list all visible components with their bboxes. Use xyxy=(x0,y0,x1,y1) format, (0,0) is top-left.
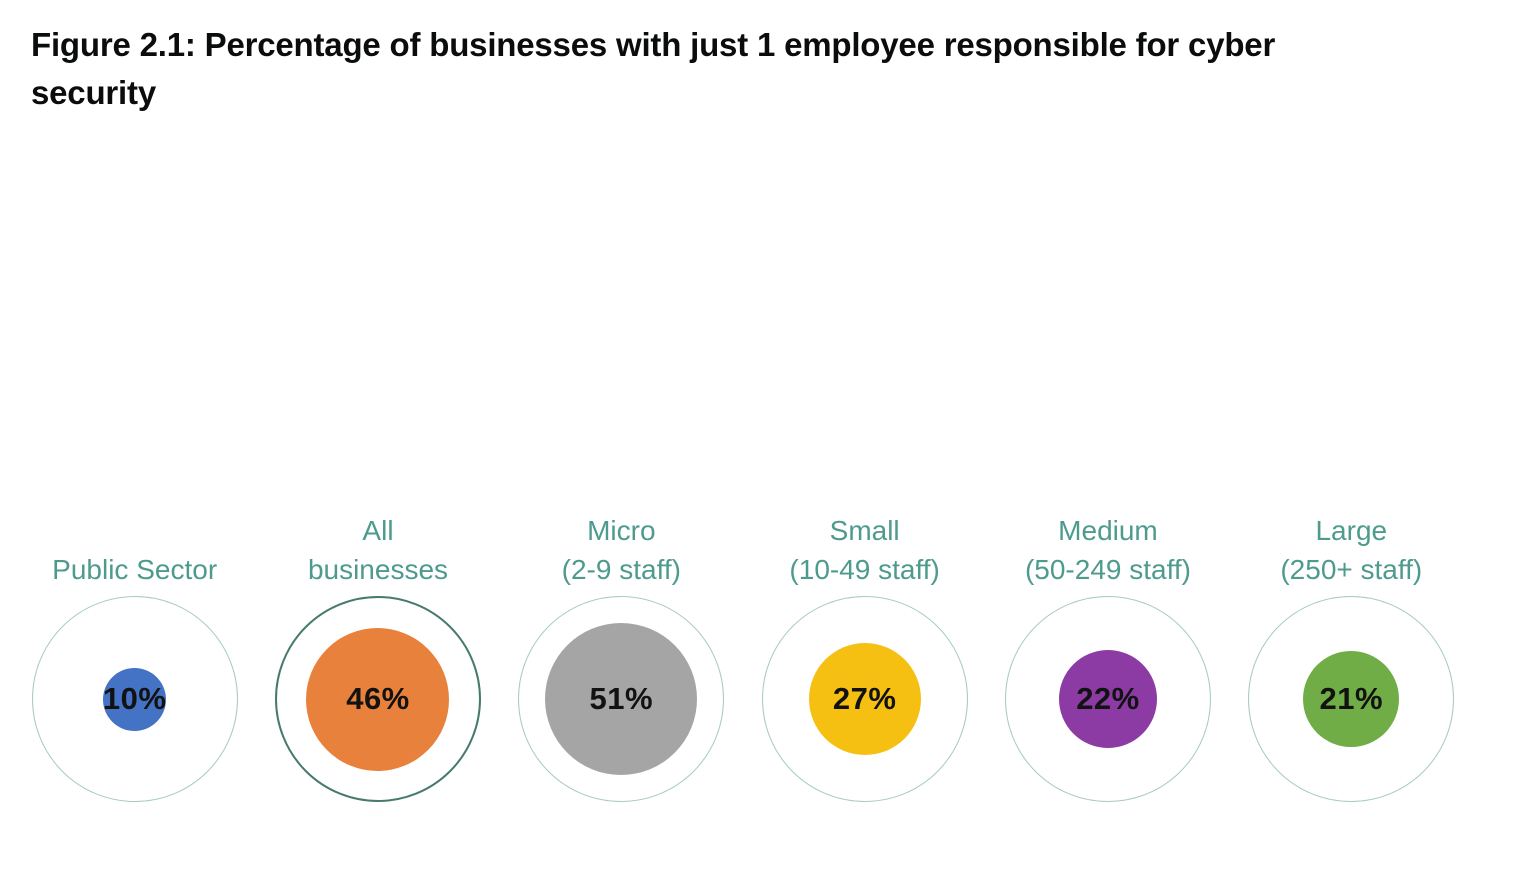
bubble-group-small: Small (10-49 staff) 27% xyxy=(743,508,986,802)
group-label-line-2: businesses xyxy=(307,554,449,585)
group-label: Medium (50-249 staff) xyxy=(1025,508,1191,589)
figure-title: Figure 2.1: Percentage of businesses wit… xyxy=(31,21,1275,117)
outer-circle: 51% xyxy=(518,596,725,802)
group-label-line-1: Large xyxy=(1315,515,1388,546)
group-label-line-1: Micro xyxy=(587,515,656,546)
outer-circle: 10% xyxy=(31,596,238,802)
group-label: Small (10-49 staff) xyxy=(789,508,939,589)
group-label: All businesses xyxy=(308,508,448,589)
figure-title-line-1: Figure 2.1: Percentage of businesses wit… xyxy=(31,26,1276,63)
outer-circle: 46% xyxy=(274,596,481,802)
group-label-line-2: (50-249 staff) xyxy=(1024,554,1191,585)
bubble-group-large: Large (250+ staff) 21% xyxy=(1230,508,1473,802)
value-bubble: 51% xyxy=(545,623,698,775)
bubble-group-micro: Micro (2-9 staff) 51% xyxy=(500,508,743,802)
value-label: 27% xyxy=(832,681,897,716)
group-label-line-1: Public Sector xyxy=(52,554,218,585)
group-label-line-2: (2-9 staff) xyxy=(561,554,681,585)
value-label: 51% xyxy=(589,681,654,716)
value-label: 21% xyxy=(1319,681,1384,716)
group-label: Large (250+ staff) xyxy=(1280,508,1422,589)
group-label: Micro (2-9 staff) xyxy=(562,508,681,589)
figure-title-line-2: security xyxy=(31,74,156,111)
value-bubble: 21% xyxy=(1303,651,1400,747)
bubble-group-all-businesses: All businesses 46% xyxy=(256,508,499,802)
group-label-line-1: Small xyxy=(829,515,900,546)
outer-circle: 27% xyxy=(761,596,968,802)
value-bubble: 27% xyxy=(808,643,921,755)
value-bubble: 22% xyxy=(1058,650,1157,748)
group-label: Public Sector xyxy=(52,508,217,589)
group-label-line-1: Medium xyxy=(1058,515,1158,546)
value-label: 10% xyxy=(102,681,167,716)
group-label-line-2: (10-49 staff) xyxy=(789,554,940,585)
bubble-group-medium: Medium (50-249 staff) 22% xyxy=(986,508,1229,802)
value-bubble: 10% xyxy=(102,667,167,731)
outer-circle: 22% xyxy=(1004,596,1211,802)
value-bubble: 46% xyxy=(306,627,450,771)
value-label: 22% xyxy=(1076,681,1140,716)
outer-circle: 21% xyxy=(1248,596,1455,802)
group-label-line-2: (250+ staff) xyxy=(1280,554,1423,585)
bubble-chart: Public Sector 10% All businesses 46% xyxy=(13,508,1473,802)
group-label-line-1: All xyxy=(362,515,394,546)
value-label: 46% xyxy=(346,681,410,716)
bubble-group-public-sector: Public Sector 10% xyxy=(13,508,256,802)
